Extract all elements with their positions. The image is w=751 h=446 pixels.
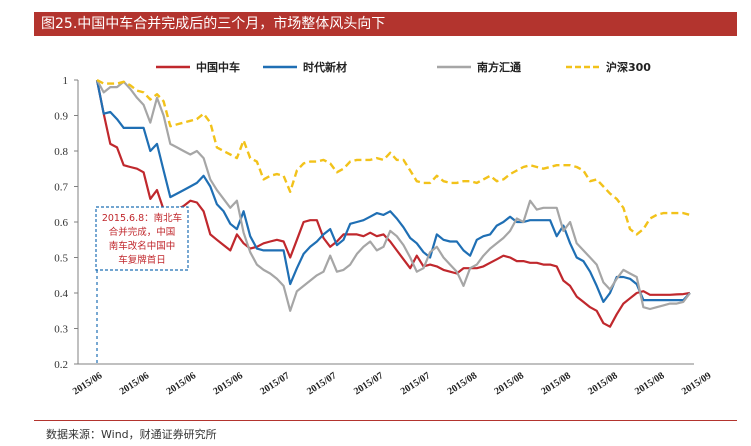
y-tick-label: 0.9 (54, 111, 68, 123)
x-tick-label: 2015/07 (399, 370, 432, 397)
x-tick-label: 2015/06 (165, 370, 198, 397)
x-tick-label: 2015/06 (71, 370, 104, 397)
plot-area (95, 78, 691, 328)
x-tick-label: 2015/07 (305, 370, 338, 397)
annotation-text: 合并完成，中国 (109, 226, 176, 238)
legend-label: 南方汇通 (477, 60, 521, 74)
x-axis: 2015/06 2015/06 2015/06 2015/06 2015/07 2015/… (71, 363, 713, 397)
annotation-text: 南车改名中国中 (109, 240, 176, 252)
data-source: 数据来源：Wind，财通证券研究所 (46, 428, 217, 441)
y-axis: 0.2 0.3 0.4 0.5 0.6 0.7 0.8 0.9 1 (54, 75, 79, 371)
x-tick-label: 2015/06 (211, 370, 244, 397)
annotation-box (95, 206, 189, 271)
x-tick-label: 2015/07 (352, 370, 385, 397)
annotation-text: 车复牌首日 (118, 254, 166, 266)
series-line-3 (96, 78, 691, 236)
series-line-1 (95, 79, 691, 303)
x-tick-label: 2015/09 (680, 370, 713, 397)
y-tick-label: 0.6 (54, 217, 68, 229)
legend-label: 时代新材 (303, 60, 347, 74)
y-tick-label: 0.4 (54, 288, 68, 300)
y-tick-label: 0.3 (54, 324, 68, 336)
series-line-0 (95, 79, 691, 328)
title-bar: 图25.中国中车合并完成后的三个月，市场整体风头向下 (34, 12, 737, 36)
series-line-2 (96, 79, 691, 312)
y-tick-label: 0.2 (54, 359, 68, 371)
legend-label: 沪深300 (606, 60, 651, 74)
page-title: 图25.中国中车合并完成后的三个月，市场整体风头向下 (41, 16, 386, 32)
y-tick-label: 1 (63, 75, 69, 87)
footer-divider (34, 420, 737, 421)
x-tick-label: 2015/08 (633, 370, 666, 397)
x-tick-label: 2015/08 (539, 370, 572, 397)
annotation-text: 2015.6.8：南北车 (102, 212, 182, 224)
y-tick-label: 0.7 (54, 182, 68, 194)
y-tick-label: 0.5 (54, 253, 68, 265)
x-tick-label: 2015/06 (118, 370, 151, 397)
legend-label: 中国中车 (196, 60, 240, 74)
x-tick-label: 2015/07 (258, 370, 291, 397)
x-tick-label: 2015/08 (586, 370, 619, 397)
y-tick-label: 0.8 (54, 146, 68, 158)
legend: 中国中车 时代新材 南方汇通 沪深300 (156, 60, 651, 74)
x-tick-label: 2015/08 (446, 370, 479, 397)
x-tick-label: 2015/08 (493, 370, 526, 397)
